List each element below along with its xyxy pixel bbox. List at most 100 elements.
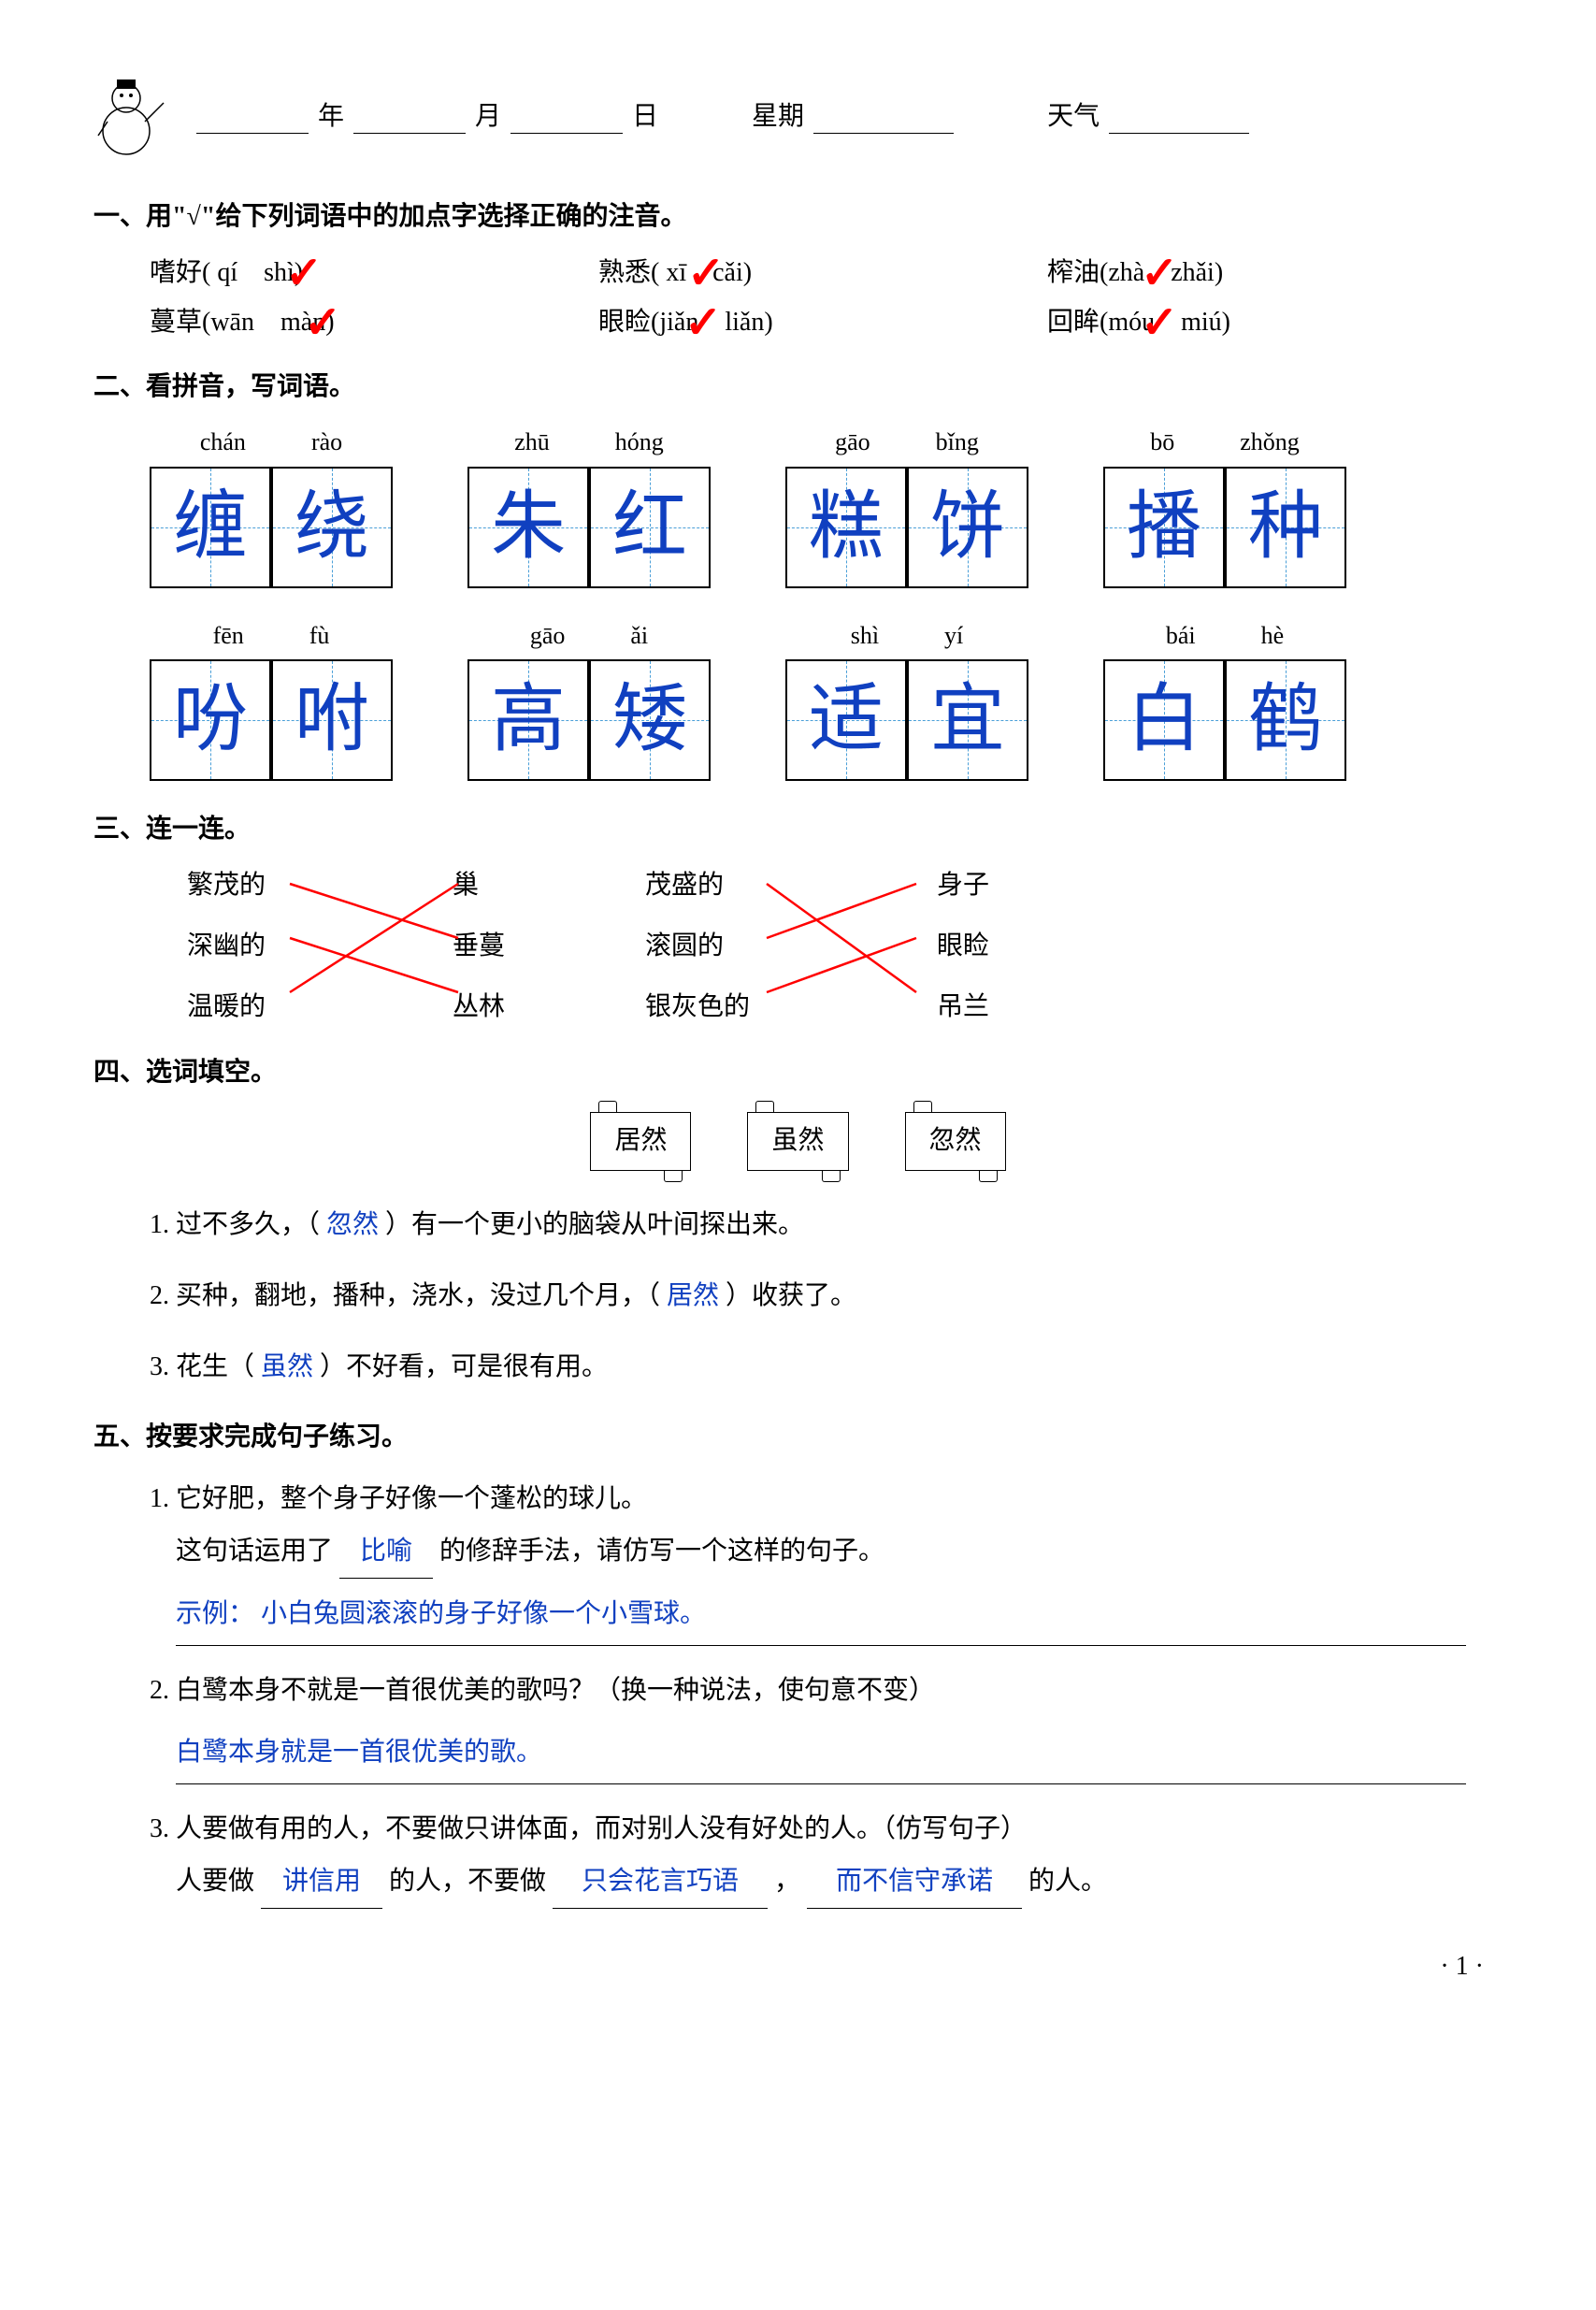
word-pill: 忽然	[905, 1112, 1006, 1171]
item-text: 人要做	[176, 1867, 254, 1896]
pills-row: 居然 虽然 忽然	[93, 1112, 1503, 1171]
item-text: 的人。	[1028, 1867, 1107, 1896]
section5-title: 五、按要求完成句子练习。	[93, 1417, 1503, 1459]
char-box[interactable]: 鹤	[1225, 659, 1346, 781]
match-item: 眼睑	[937, 926, 989, 968]
word: 眼睑	[598, 308, 651, 337]
pinyin-item: 嗜好( qí shì) ✓	[150, 253, 598, 295]
pinyin-item: 回眸(móu miú) ✓	[1047, 302, 1496, 344]
month-blank[interactable]	[353, 100, 466, 134]
weather-label: 天气	[1047, 96, 1100, 138]
word: 榨油	[1047, 258, 1100, 287]
header-row: 年 月 日 星期 天气	[93, 75, 1503, 159]
answer-text: 小白兔圆滚滚的身子好像一个小雪球。	[261, 1599, 706, 1628]
snowman-icon	[93, 75, 168, 159]
month-label: 月	[475, 96, 501, 138]
weather-blank[interactable]	[1109, 100, 1249, 134]
item-num: 3.	[150, 1814, 169, 1843]
answer-line[interactable]: 白鹭本身就是一首很优美的歌。	[176, 1726, 1466, 1784]
char-box[interactable]: 朱	[467, 467, 589, 588]
match-item: 吊兰	[937, 987, 989, 1029]
char-box[interactable]: 白	[1103, 659, 1225, 781]
item-text: 人要做有用的人，不要做只讲体面，而对别人没有好处的人。（仿写句子）	[176, 1814, 1027, 1843]
item-text: 的人，不要做	[389, 1867, 546, 1896]
char-box[interactable]: 咐	[271, 659, 393, 781]
match-left-col: 茂盛的滚圆的银灰色的	[645, 865, 750, 1028]
pinyin-item: 眼睑(jiǎn liǎn) ✓	[598, 302, 1047, 344]
ex5-3: 3. 人要做有用的人，不要做只讲体面，而对别人没有好处的人。（仿写句子） 人要做…	[150, 1803, 1503, 1909]
answer-prefix: 示例：	[176, 1599, 254, 1628]
answer-blank[interactable]: 讲信用	[261, 1855, 382, 1909]
answer-line[interactable]: 示例： 小白兔圆滚滚的身子好像一个小雪球。	[176, 1588, 1466, 1646]
match-right-col: 巢垂蔓丛林	[453, 865, 505, 1028]
section1-title: 一、用"√"给下列词语中的加点字选择正确的注音。	[93, 196, 1503, 238]
answer-blank[interactable]: 比喻	[339, 1525, 433, 1579]
match-item: 垂蔓	[453, 926, 505, 968]
match-right-col: 身子眼睑吊兰	[937, 865, 989, 1028]
ex5-2: 2. 白鹭本身不就是一首很优美的歌吗？（换一种说法，使句意不变） 白鹭本身就是一…	[150, 1665, 1503, 1784]
word: 蔓草	[150, 308, 202, 337]
day-blank[interactable]	[510, 100, 623, 134]
match-group-1: 繁茂的深幽的温暖的 巢垂蔓丛林	[187, 865, 505, 1028]
item-text: 的修辞手法，请仿写一个这样的句子。	[439, 1537, 884, 1566]
match-left-col: 繁茂的深幽的温暖的	[187, 865, 266, 1028]
pinyin-row-1: 嗜好( qí shì) ✓ 熟悉( xī cǎi) ✓ 榨油(zhà zhǎi)…	[150, 253, 1503, 295]
pinyin-item: 蔓草(wān màn) ✓	[150, 302, 598, 344]
check-mark: ✓	[684, 288, 722, 360]
section4-title: 四、选词填空。	[93, 1052, 1503, 1094]
item-text: 它好肥，整个身子好像一个蓬松的球儿。	[176, 1484, 647, 1513]
section2-title: 二、看拼音，写词语。	[93, 367, 1503, 409]
weekday-blank[interactable]	[813, 100, 954, 134]
match-item: 深幽的	[187, 926, 266, 968]
answer-blank[interactable]: 而不信守承诺	[807, 1855, 1022, 1909]
year-label: 年	[318, 96, 344, 138]
match-container: 繁茂的深幽的温暖的 巢垂蔓丛林 茂盛的滚圆的银灰色的 身子眼睑吊兰	[187, 865, 1503, 1028]
match-item: 滚圆的	[645, 926, 750, 968]
match-group-2: 茂盛的滚圆的银灰色的 身子眼睑吊兰	[645, 865, 989, 1028]
char-box[interactable]: 饼	[907, 467, 1028, 588]
answer-text: 白鹭本身就是一首很优美的歌。	[176, 1738, 542, 1767]
match-item: 茂盛的	[645, 865, 750, 907]
weekday-label: 星期	[752, 96, 804, 138]
word-pill: 居然	[590, 1112, 691, 1171]
check-mark: ✓	[1141, 288, 1178, 360]
ex5-1: 1. 它好肥，整个身子好像一个蓬松的球儿。 这句话运用了 比喻 的修辞手法，请仿…	[150, 1473, 1503, 1646]
word: 回眸	[1047, 308, 1100, 337]
check-mark: ✓	[304, 288, 341, 360]
char-grid: chánrào 缠 绕 zhūhóng 朱 红 gāobǐng 糕 饼 bōzh…	[93, 423, 1503, 781]
word: 熟悉	[598, 258, 651, 287]
answer-blank[interactable]: 只会花言巧语	[553, 1855, 768, 1909]
char-box[interactable]: 播	[1103, 467, 1225, 588]
section4-items: 1. 过不多久，（ 忽然 ）有一个更小的脑袋从叶间探出来。2. 买种，翻地，播种…	[93, 1199, 1503, 1393]
pinyin-item: 熟悉( xī cǎi) ✓	[598, 253, 1047, 295]
char-box[interactable]: 宜	[907, 659, 1028, 781]
word-pill: 虽然	[747, 1112, 848, 1171]
char-box[interactable]: 矮	[589, 659, 711, 781]
char-box[interactable]: 糕	[785, 467, 907, 588]
match-item: 繁茂的	[187, 865, 266, 907]
section3-title: 三、连一连。	[93, 809, 1503, 851]
year-blank[interactable]	[196, 100, 309, 134]
char-box[interactable]: 红	[589, 467, 711, 588]
match-item: 温暖的	[187, 987, 266, 1029]
word: 嗜好	[150, 258, 202, 287]
page-number: · 1 ·	[93, 1946, 1484, 1988]
item-text: ，	[774, 1867, 800, 1896]
day-label: 日	[632, 96, 658, 138]
item-text: 白鹭本身不就是一首很优美的歌吗？（换一种说法，使句意不变）	[176, 1676, 935, 1705]
char-box[interactable]: 高	[467, 659, 589, 781]
match-item: 身子	[937, 865, 989, 907]
match-item: 巢	[453, 865, 505, 907]
char-box[interactable]: 种	[1225, 467, 1346, 588]
char-box[interactable]: 适	[785, 659, 907, 781]
item-num: 1.	[150, 1484, 169, 1513]
item-num: 2.	[150, 1676, 169, 1705]
char-box[interactable]: 绕	[271, 467, 393, 588]
item-text: 这句话运用了	[176, 1537, 333, 1566]
pinyin-item: 榨油(zhà zhǎi) ✓	[1047, 253, 1496, 295]
char-box[interactable]: 缠	[150, 467, 271, 588]
match-item: 银灰色的	[645, 987, 750, 1029]
match-item: 丛林	[453, 987, 505, 1029]
char-box[interactable]: 吩	[150, 659, 271, 781]
pinyin-row-2: 蔓草(wān màn) ✓ 眼睑(jiǎn liǎn) ✓ 回眸(móu miú…	[150, 302, 1503, 344]
